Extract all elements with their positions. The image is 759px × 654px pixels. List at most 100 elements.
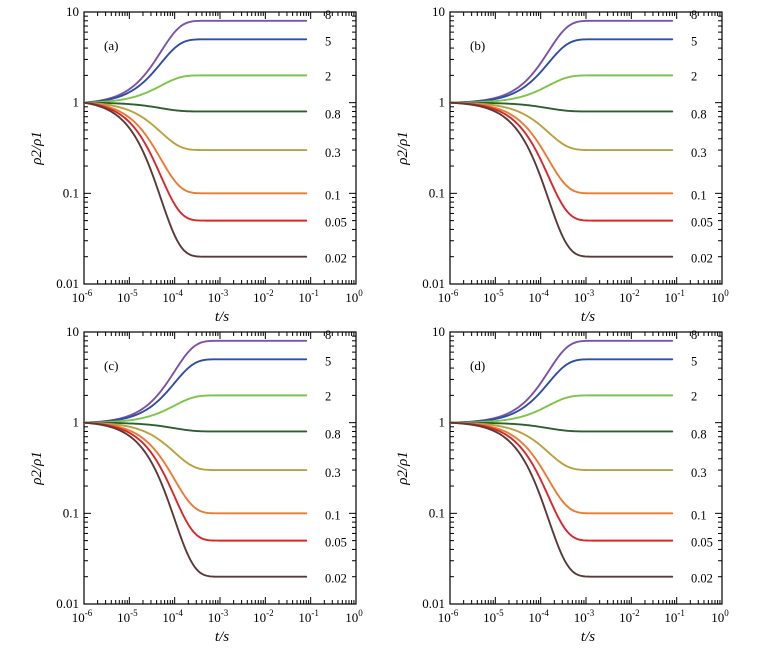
x-tick-base: 10 bbox=[208, 290, 221, 305]
x-tick-base: 10 bbox=[619, 610, 632, 625]
x-tick-base: 10 bbox=[619, 290, 632, 305]
y-tick-label: 10 bbox=[66, 324, 79, 339]
x-tick-base: 10 bbox=[72, 290, 85, 305]
panel-tag: (b) bbox=[470, 38, 485, 53]
x-tick-exponent: 0 bbox=[358, 608, 363, 618]
plot-frame bbox=[83, 11, 357, 285]
x-tick-label: 10-1 bbox=[664, 288, 685, 305]
plot-frame bbox=[449, 331, 723, 605]
x-tick-base: 10 bbox=[664, 610, 677, 625]
series-line-2 bbox=[449, 74, 674, 104]
series-label: 0.3 bbox=[325, 146, 341, 160]
x-tick-exponent: 0 bbox=[724, 288, 729, 298]
series-line-8 bbox=[83, 19, 308, 104]
x-tick-label: 100 bbox=[711, 288, 729, 305]
x-tick-exponent: -6 bbox=[451, 288, 459, 298]
series-label: 0.05 bbox=[691, 216, 713, 230]
y-axis-label: ρ2/ρ1 bbox=[29, 131, 45, 166]
x-tick-exponent: -5 bbox=[496, 608, 504, 618]
x-tick-base: 10 bbox=[162, 290, 175, 305]
x-tick-exponent: -6 bbox=[85, 608, 93, 618]
x-tick-label: 10-6 bbox=[438, 608, 459, 625]
series-line-0-05 bbox=[449, 101, 674, 222]
series-label: 0.8 bbox=[691, 107, 707, 121]
x-tick-exponent: 0 bbox=[358, 288, 363, 298]
x-axis-label: t/s bbox=[215, 309, 229, 325]
series-label: 5 bbox=[691, 354, 697, 368]
series-label: 8 bbox=[325, 328, 331, 342]
x-axis-label: t/s bbox=[581, 629, 595, 645]
chart-panel-2: 10-6 10-5 10-4 10-3 10-2 10-1 1000.010.1110t/s… bbox=[395, 4, 729, 325]
x-tick-label: 10-6 bbox=[72, 608, 93, 625]
series-label: 0.1 bbox=[325, 188, 341, 202]
x-tick-base: 10 bbox=[162, 610, 175, 625]
x-tick-base: 10 bbox=[483, 290, 496, 305]
x-tick-base: 10 bbox=[528, 610, 541, 625]
x-tick-label: 10-2 bbox=[253, 288, 274, 305]
series-line-5 bbox=[83, 38, 308, 104]
series-line-5 bbox=[449, 38, 674, 104]
series-label: 2 bbox=[325, 389, 331, 403]
x-tick-label: 10-1 bbox=[298, 608, 319, 625]
series-line-0-1 bbox=[449, 101, 674, 195]
series-line-2 bbox=[83, 74, 308, 104]
x-tick-base: 10 bbox=[253, 290, 266, 305]
series-label: 2 bbox=[691, 389, 697, 403]
x-tick-base: 10 bbox=[528, 290, 541, 305]
series-line-2 bbox=[83, 394, 308, 424]
series-line-0-8 bbox=[83, 101, 308, 113]
series-label: 5 bbox=[325, 34, 331, 48]
x-tick-base: 10 bbox=[117, 290, 130, 305]
x-tick-label: 10-5 bbox=[483, 608, 504, 625]
y-tick-label: 1 bbox=[439, 95, 446, 110]
x-tick-exponent: -5 bbox=[496, 288, 504, 298]
series-line-5 bbox=[449, 358, 674, 424]
series-label: 0.1 bbox=[325, 508, 341, 522]
x-tick-base: 10 bbox=[711, 290, 724, 305]
x-tick-label: 10-6 bbox=[72, 288, 93, 305]
series-label: 0.02 bbox=[325, 572, 347, 586]
x-tick-base: 10 bbox=[117, 610, 130, 625]
x-tick-exponent: -4 bbox=[541, 608, 549, 618]
panel-tag: (d) bbox=[470, 358, 485, 373]
series-line-0-8 bbox=[449, 421, 674, 433]
series-label: 5 bbox=[691, 34, 697, 48]
x-tick-base: 10 bbox=[208, 610, 221, 625]
y-tick-label: 1 bbox=[73, 95, 80, 110]
series-label: 0.02 bbox=[691, 572, 713, 586]
series-line-2 bbox=[449, 394, 674, 424]
x-tick-exponent: -4 bbox=[175, 288, 183, 298]
chart-panel-3: 10-6 10-5 10-4 10-3 10-2 10-1 1000.010.1110t/s… bbox=[29, 324, 363, 645]
series-line-5 bbox=[83, 358, 308, 424]
y-tick-label: 0.01 bbox=[422, 596, 445, 611]
series-label: 0.3 bbox=[691, 466, 707, 480]
x-tick-label: 100 bbox=[711, 608, 729, 625]
series-line-0-05 bbox=[83, 421, 308, 542]
x-tick-label: 10-5 bbox=[117, 608, 138, 625]
panel-tag: (a) bbox=[104, 38, 118, 53]
series-label: 8 bbox=[691, 8, 697, 22]
x-tick-label: 10-5 bbox=[483, 288, 504, 305]
x-tick-base: 10 bbox=[345, 290, 358, 305]
x-tick-base: 10 bbox=[574, 290, 587, 305]
x-tick-exponent: -3 bbox=[221, 288, 229, 298]
y-tick-label: 10 bbox=[432, 324, 445, 339]
x-tick-label: 10-4 bbox=[528, 288, 549, 305]
y-tick-label: 0.01 bbox=[56, 596, 79, 611]
series-label: 0.05 bbox=[325, 536, 347, 550]
series-label: 0.02 bbox=[691, 252, 713, 266]
x-tick-label: 10-4 bbox=[162, 288, 183, 305]
x-tick-exponent: -4 bbox=[175, 608, 183, 618]
y-tick-label: 0.01 bbox=[422, 276, 445, 291]
series-label: 8 bbox=[691, 328, 697, 342]
series-line-0-3 bbox=[449, 101, 674, 152]
y-tick-label: 0.01 bbox=[56, 276, 79, 291]
x-tick-base: 10 bbox=[438, 290, 451, 305]
x-tick-label: 10-2 bbox=[619, 608, 640, 625]
y-tick-label: 1 bbox=[439, 415, 446, 430]
x-tick-label: 10-1 bbox=[298, 288, 319, 305]
x-tick-base: 10 bbox=[664, 290, 677, 305]
x-tick-exponent: -3 bbox=[587, 288, 595, 298]
x-tick-exponent: -5 bbox=[130, 608, 138, 618]
